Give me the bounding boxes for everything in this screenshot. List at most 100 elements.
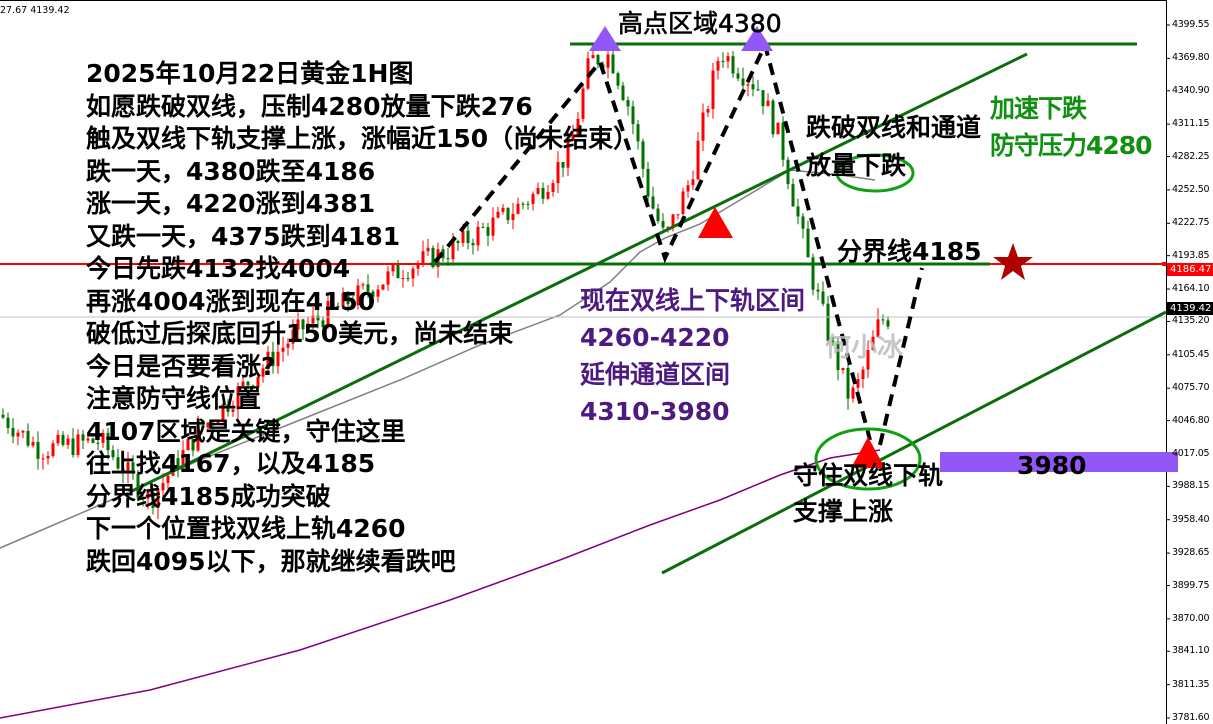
- price-axis-label: 3841.10: [1172, 645, 1210, 657]
- candle-body: [736, 73, 740, 79]
- analysis-text-line: 跌回4095以下，那就继续看跌吧: [86, 546, 456, 576]
- candle-body: [86, 438, 90, 441]
- price-axis-label: 4017.05: [1172, 447, 1210, 459]
- candle-body: [806, 228, 810, 258]
- candle-body: [221, 404, 225, 422]
- candle-body: [486, 227, 490, 236]
- analysis-text-line: 注意防守线位置: [86, 384, 262, 413]
- candle-body: [721, 61, 725, 63]
- candle-body: [636, 124, 640, 142]
- support-zone-label: 3980: [1017, 451, 1087, 480]
- range-note-line: 4310-3980: [580, 397, 730, 426]
- candle-body: [356, 285, 360, 306]
- analysis-text-line: 破低过后探底回升150美元，尚未结束: [86, 319, 514, 348]
- candle-body: [421, 251, 425, 264]
- current-price-tag: 4139.42: [1167, 302, 1213, 315]
- candle-body: [301, 319, 305, 330]
- candle-body: [46, 455, 50, 459]
- candle-body: [621, 85, 625, 101]
- break-ellipse: [835, 153, 915, 193]
- candle-body: [1, 414, 5, 418]
- projection-dashed-path: [878, 267, 924, 446]
- candle-body: [866, 350, 870, 370]
- candle-body: [626, 100, 630, 107]
- candle-body: [251, 385, 255, 388]
- price-axis-label: 4282.25: [1172, 150, 1210, 162]
- candle-body: [96, 442, 100, 444]
- analysis-text-line: 今日先跌4132找4004: [86, 254, 351, 283]
- candle-body: [346, 293, 350, 305]
- candle-body: [751, 84, 755, 90]
- candle-body: [776, 122, 780, 135]
- candle-body: [191, 438, 195, 451]
- candle-body: [851, 387, 855, 399]
- candle-body: [781, 122, 785, 160]
- star-icon: [993, 243, 1033, 280]
- candle-body: [411, 268, 415, 279]
- low-triangle-icon: [698, 207, 733, 238]
- candle-body: [76, 434, 80, 455]
- candle-body: [466, 230, 470, 244]
- analysis-text-line: 往上找4167，以及4185: [86, 449, 376, 478]
- candle-body: [296, 319, 300, 330]
- support-note: 守住双线下轨 支撑上涨: [793, 458, 943, 530]
- candle-body: [391, 264, 395, 272]
- ohlc-info: 27.67 4139.42: [0, 5, 70, 16]
- candle-body: [246, 381, 250, 386]
- candle-body: [26, 430, 30, 446]
- candle-body: [126, 462, 130, 474]
- candle-body: [406, 278, 410, 280]
- candle-body: [416, 263, 420, 269]
- candle-body: [691, 179, 695, 186]
- candles: [1, 47, 890, 520]
- candle-body: [746, 84, 750, 86]
- candle-body: [556, 162, 560, 184]
- candle-body: [111, 450, 115, 458]
- candle-body: [341, 293, 345, 307]
- price-axis-label: 4222.75: [1172, 217, 1210, 229]
- candle-body: [331, 301, 335, 306]
- candle-body: [616, 73, 620, 86]
- price-axis-label: 4399.55: [1172, 19, 1210, 30]
- candle-body: [811, 257, 815, 290]
- candle-body: [381, 284, 385, 290]
- candle-body: [476, 226, 480, 246]
- price-axis-label: 4046.80: [1172, 414, 1210, 426]
- candle-body: [321, 320, 325, 328]
- candle-body: [51, 443, 55, 456]
- candle-body: [156, 490, 160, 508]
- candle-body: [256, 376, 260, 388]
- candle-body: [61, 434, 65, 445]
- candle-body: [856, 379, 860, 388]
- candle-body: [71, 438, 75, 455]
- price-axis-label: 3928.65: [1172, 547, 1210, 559]
- candle-body: [66, 438, 70, 445]
- candle-body: [631, 106, 635, 125]
- candle-body: [241, 381, 245, 387]
- analysis-text-block: 2025年10月22日黄金1H图 如愿跌破双线，压制4280放量下跌276 触及双线…: [86, 58, 638, 578]
- price-axis-label: 3958.40: [1172, 513, 1210, 525]
- candle-body: [761, 90, 765, 107]
- range-note-line: 延伸通道区间: [580, 360, 731, 389]
- candle-body: [516, 203, 520, 214]
- accel-note: 加速下跌 防守压力4280: [990, 90, 1153, 164]
- candle-body: [661, 221, 665, 228]
- candle-body: [646, 168, 650, 197]
- candle-body: [511, 213, 515, 221]
- candle-body: [361, 284, 365, 286]
- candle-body: [871, 336, 875, 351]
- range-note: 现在双线上下轨区间 4260-4220 延伸通道区间 4310-3980: [580, 282, 805, 430]
- candle-body: [171, 458, 175, 476]
- price-axis-label: 3781.60: [1172, 712, 1210, 723]
- candle-body: [451, 240, 455, 260]
- candle-body: [551, 183, 555, 192]
- candle-body: [121, 468, 125, 474]
- candle-body: [836, 341, 840, 371]
- candle-body: [841, 367, 845, 371]
- candle-body: [876, 319, 880, 337]
- moving-average-slow: [0, 449, 881, 719]
- candle-body: [861, 369, 865, 380]
- candle-body: [461, 230, 465, 243]
- candle-body: [186, 438, 190, 451]
